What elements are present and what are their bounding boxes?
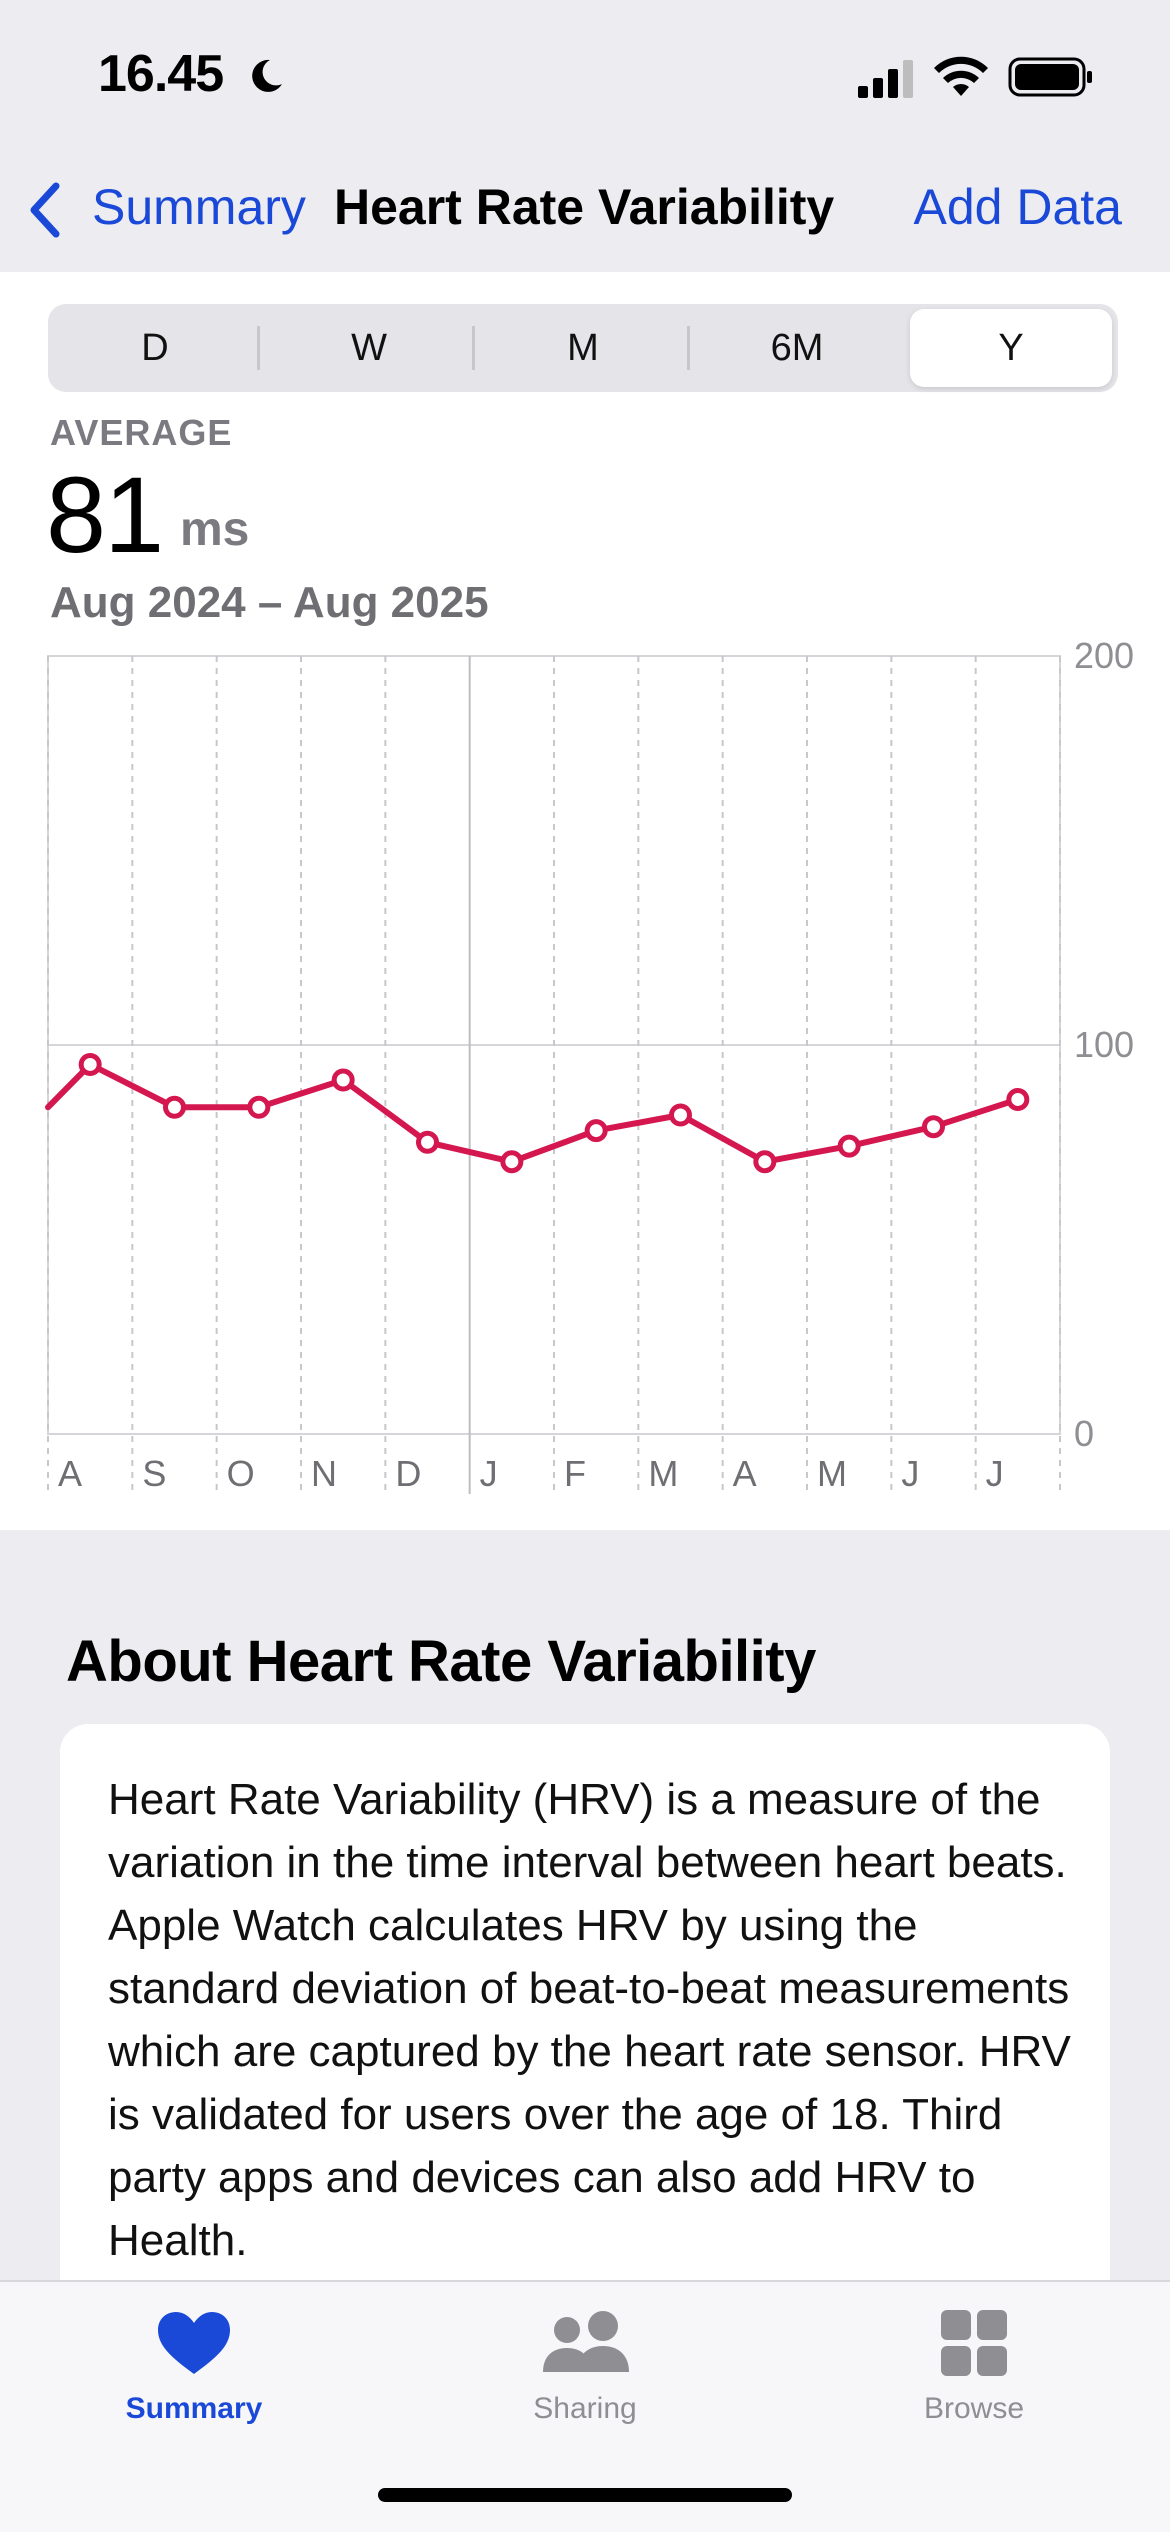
hrv-data-point [753, 1150, 777, 1174]
status-bar: 16.45 [0, 0, 1170, 150]
y-tick-label: 200 [1074, 635, 1134, 676]
heart-icon [158, 2312, 230, 2374]
hrv-data-point [922, 1115, 945, 1139]
back-button[interactable]: Summary [92, 179, 306, 235]
hrv-series-line [45, 1061, 1021, 1165]
range-tab-year[interactable]: Y [910, 309, 1112, 387]
people-icon [543, 2311, 629, 2372]
signal-icon [858, 60, 913, 98]
about-heading: About Heart Rate Variability [66, 1629, 816, 1694]
average-value: 81 [46, 454, 164, 575]
x-tick-label: M [648, 1453, 678, 1494]
hrv-data-point [584, 1119, 608, 1143]
average-unit: ms [180, 503, 250, 556]
x-tick-label: O [227, 1453, 255, 1494]
x-tick-label: J [986, 1453, 1004, 1494]
range-tab-6-months[interactable]: 6M [770, 326, 824, 369]
hrv-data-point [500, 1150, 524, 1174]
time-range-selector: D W M 6M Y [48, 304, 1118, 392]
range-tab-day[interactable]: D [141, 326, 169, 369]
grid-icon [941, 2310, 1007, 2376]
range-tab-month[interactable]: M [567, 326, 599, 369]
average-label: AVERAGE [50, 412, 233, 453]
hrv-data-point [416, 1130, 439, 1154]
x-tick-label: J [901, 1453, 919, 1494]
tab-summary[interactable]: Summary [64, 2296, 324, 2436]
about-body: Heart Rate Variability (HRV) is a measur… [108, 1775, 1071, 2265]
tab-label: Browse [923, 2392, 1025, 2425]
chevron-left-icon[interactable] [26, 180, 64, 240]
about-card: Heart Rate Variability (HRV) is a measur… [60, 1724, 1110, 2344]
x-tick-label: J [480, 1453, 498, 1494]
segment-divider [257, 326, 260, 370]
tab-label: Summary [125, 2392, 263, 2425]
y-tick-label: 0 [1074, 1413, 1094, 1454]
hrv-data-point [331, 1068, 355, 1092]
add-data-button[interactable]: Add Data [913, 179, 1122, 235]
hrv-data-point [163, 1095, 186, 1119]
home-indicator [378, 2488, 792, 2502]
hrv-data-point [78, 1052, 102, 1076]
x-tick-label: N [311, 1453, 337, 1494]
x-tick-label: S [142, 1453, 166, 1494]
wifi-icon [934, 56, 988, 96]
hrv-data-point [669, 1103, 692, 1127]
hrv-line-chart[interactable]: 200 100 0 A S O N D J F M A M J J [0, 620, 1170, 1510]
range-tab-week[interactable]: W [351, 326, 387, 369]
segment-divider [472, 326, 475, 370]
segment-divider [687, 326, 690, 370]
x-tick-label: A [733, 1453, 757, 1494]
tab-sharing[interactable]: Sharing [455, 2296, 715, 2436]
x-tick-label: M [817, 1453, 847, 1494]
hrv-data-point [1006, 1087, 1030, 1111]
page-title: Heart Rate Variability [334, 179, 835, 235]
x-tick-label: F [564, 1453, 586, 1494]
status-time: 16.45 [98, 45, 224, 103]
tab-browse[interactable]: Browse [844, 2296, 1104, 2436]
date-range: Aug 2024 – Aug 2025 [50, 578, 489, 627]
x-tick-label: D [395, 1453, 421, 1494]
hrv-data-point [247, 1095, 271, 1119]
hrv-data-point [837, 1134, 861, 1158]
x-tick-label: A [58, 1453, 82, 1494]
tab-label: Sharing [533, 2392, 637, 2425]
moon-icon [252, 59, 282, 92]
y-tick-label: 100 [1074, 1024, 1134, 1065]
battery-icon [1008, 57, 1092, 97]
